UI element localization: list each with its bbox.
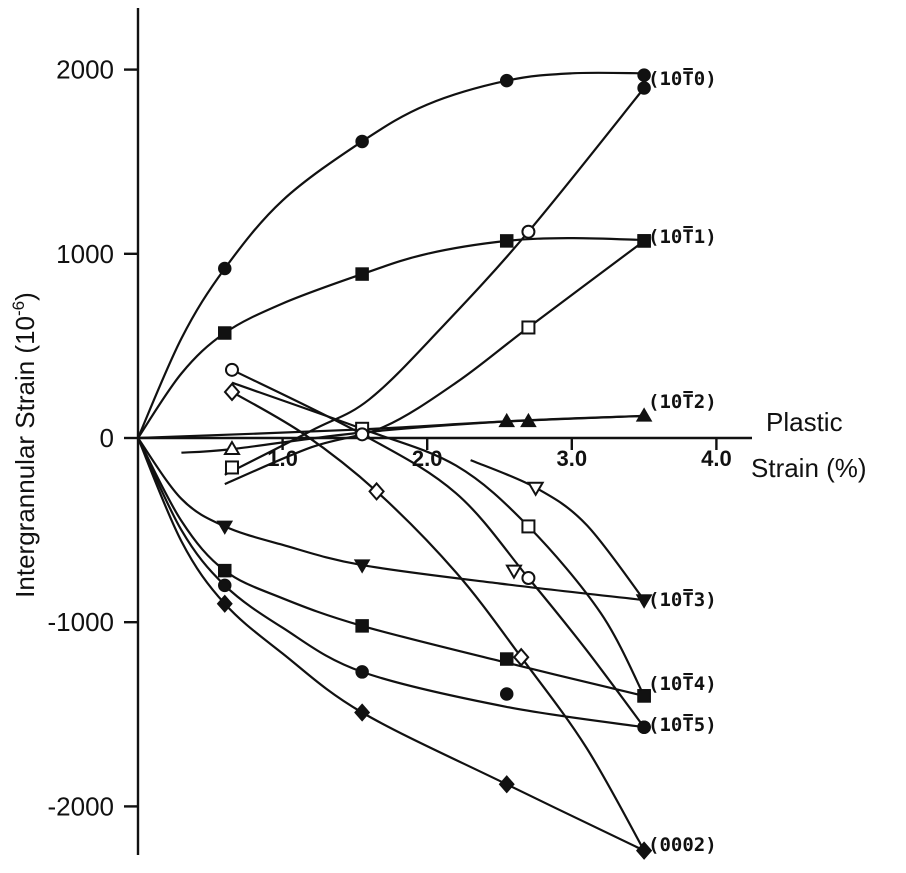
point-loading-10t0	[355, 134, 369, 149]
point-unloading-10t5	[355, 427, 370, 442]
point-unloading-0002	[223, 382, 241, 402]
curve-unloading-10t1	[224, 240, 645, 486]
axes	[136, 8, 752, 855]
point-loading-10t0	[499, 73, 514, 88]
y-tick-label: -1000	[48, 607, 115, 637]
curve-loading-10t3	[137, 437, 645, 602]
point-unloading-0002	[368, 481, 385, 501]
point-loading-10t0	[637, 68, 651, 82]
x-axis-label-line2: Strain (%)	[751, 453, 867, 483]
point-loading-10t5	[499, 687, 514, 701]
point-unloading-10t5	[521, 570, 536, 585]
curve-unloading-10t3	[470, 459, 645, 601]
series-markers	[216, 68, 653, 860]
point-loading-10t5	[355, 665, 369, 679]
point-unloading-10t4	[637, 689, 651, 703]
curve-loading-10t1	[137, 236, 645, 439]
point-loading-10t5	[218, 578, 232, 593]
y-ticks: 2000 1000 0 -1000 -2000	[48, 55, 138, 821]
point-unloading-10t2	[223, 440, 241, 456]
curve-unloading-10t0	[224, 87, 645, 476]
point-unloading-10t3	[526, 481, 545, 497]
series-label-0002: (0002)	[648, 834, 717, 856]
point-unloading-10t5	[637, 720, 651, 734]
y-tick-label: 0	[100, 423, 114, 453]
series-label-10t5: (10T5)	[648, 714, 717, 736]
point-loading-10t4	[355, 619, 369, 633]
curve-loading-10t4	[137, 437, 645, 697]
point-unloading-10t5	[224, 362, 239, 377]
x-tick-label: 4.0	[701, 446, 732, 471]
point-unloading-10t0	[521, 224, 536, 239]
curve-unloading-10t5	[231, 368, 645, 728]
curve-unloading-10t4	[231, 381, 646, 697]
point-loading-10t2	[498, 412, 516, 428]
curve-loading-0002	[136, 437, 645, 852]
x-ticks: 1.0 2.0 3.0 4.0	[267, 438, 732, 471]
point-unloading-10t1	[637, 234, 651, 248]
point-unloading-10t3	[505, 564, 523, 580]
x-tick-label: 3.0	[557, 446, 588, 471]
point-loading-10t3	[216, 520, 234, 535]
y-axis-label: Intergrannular Strain (10-6)	[9, 292, 40, 598]
point-loading-10t1	[355, 267, 369, 281]
point-unloading-10t3	[635, 594, 653, 609]
point-unloading-10t4	[224, 460, 239, 475]
point-loading-10t1	[218, 326, 232, 340]
x-axis-label-line1: Plastic	[766, 407, 843, 437]
point-unloading-10t0	[637, 81, 651, 95]
point-unloading-10t4	[521, 519, 536, 534]
series-label-10t3: (10T3)	[648, 589, 717, 611]
point-loading-10t2	[520, 412, 537, 428]
series-label-10t2: (10T2)	[648, 391, 717, 413]
point-loading-0002	[216, 594, 233, 613]
point-unloading-10t1	[521, 320, 536, 335]
curve-loading-10t0	[136, 71, 645, 439]
point-loading-0002	[354, 703, 371, 722]
point-loading-10t4	[499, 652, 514, 666]
curve-loading-10t5	[137, 437, 645, 729]
point-loading-10t0	[218, 261, 232, 276]
curve-unloading-0002	[231, 390, 646, 852]
y-tick-label: 1000	[56, 239, 114, 269]
series-label-10t0: (10T0)	[648, 68, 717, 90]
point-unloading-0002	[636, 841, 653, 860]
series-label-10t4: (10T4)	[648, 673, 717, 695]
point-loading-0002	[498, 775, 515, 794]
series-label-10t1: (10T1)	[648, 226, 717, 248]
point-loading-10t3	[353, 559, 371, 574]
x-tick-label: 2.0	[412, 446, 443, 471]
point-unloading-0002	[512, 647, 530, 667]
point-loading-10t1	[499, 234, 514, 248]
point-loading-10t2	[635, 407, 653, 422]
y-tick-label: -2000	[48, 791, 115, 821]
point-loading-10t4	[218, 563, 232, 578]
series-labels: (10T0) (10T1) (10T2) (10T3) (10T4) (10T5) (000…	[648, 68, 717, 856]
y-tick-label: 2000	[56, 55, 114, 85]
